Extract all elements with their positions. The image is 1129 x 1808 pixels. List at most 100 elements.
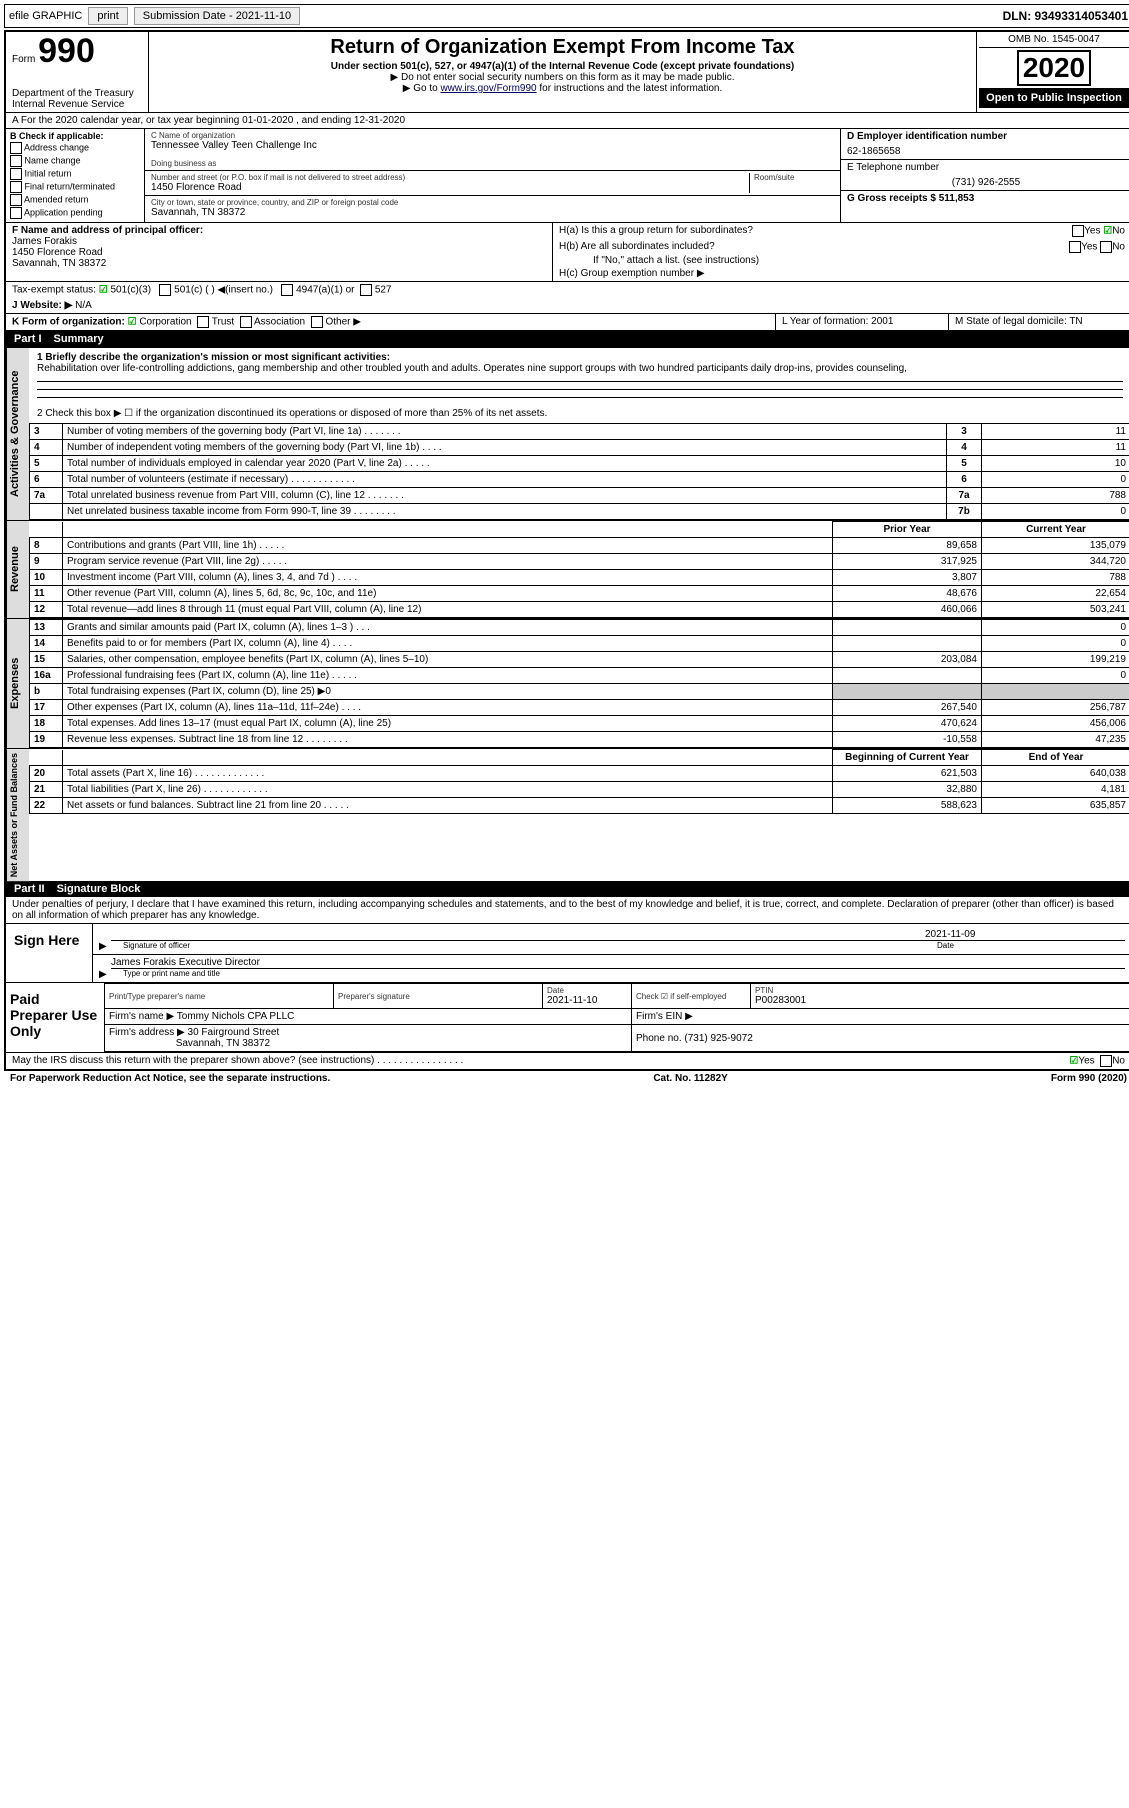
firm-phone: Phone no. (731) 925-9072 bbox=[636, 1033, 753, 1044]
line1-text: Rehabilitation over life-controlling add… bbox=[37, 363, 907, 374]
row-j-website: J Website: ▶ N/A bbox=[6, 298, 1129, 314]
omb-number: OMB No. 1545-0047 bbox=[979, 34, 1129, 48]
chk-501c-blank[interactable] bbox=[159, 284, 171, 296]
chk-application-pending[interactable]: Application pending bbox=[10, 207, 140, 219]
chk-address-change[interactable]: Address change bbox=[10, 142, 140, 154]
line1-label: 1 Briefly describe the organization's mi… bbox=[37, 352, 390, 363]
sig-name-label: Type or print name and title bbox=[111, 968, 1125, 980]
org-name-cell: C Name of organization Tennessee Valley … bbox=[145, 129, 840, 171]
addr-value: 1450 Florence Road bbox=[151, 182, 749, 193]
dept-label: Department of the Treasury Internal Reve… bbox=[12, 88, 142, 110]
declaration-text: Under penalties of perjury, I declare th… bbox=[6, 897, 1129, 923]
sig-name-value: James Forakis Executive Director bbox=[111, 957, 1125, 968]
table-row: 18Total expenses. Add lines 13–17 (must … bbox=[30, 716, 1129, 732]
table-header-row: Prior YearCurrent Year bbox=[30, 522, 1129, 538]
row-klm: K Form of organization: ☑ Corporation Tr… bbox=[6, 314, 1129, 331]
sign-here-block: Sign Here ▶ Signature of officer 2021-11… bbox=[6, 923, 1129, 982]
city-cell: City or town, state or province, country… bbox=[145, 196, 840, 220]
table-row: 11Other revenue (Part VIII, column (A), … bbox=[30, 586, 1129, 602]
ha-yes-no: Yes ☑No bbox=[1072, 225, 1125, 237]
section-governance: Activities & Governance 1 Briefly descri… bbox=[6, 347, 1129, 520]
chk-other[interactable] bbox=[311, 316, 323, 328]
firm-ein-label: Firm's EIN ▶ bbox=[636, 1011, 693, 1022]
chk-final-return[interactable]: Final return/terminated bbox=[10, 181, 140, 193]
prep-date-label: Date bbox=[547, 986, 627, 995]
section-revenue: Revenue Prior YearCurrent Year8Contribut… bbox=[6, 520, 1129, 618]
table-row: 4Number of independent voting members of… bbox=[30, 440, 1129, 456]
net-assets-table: Beginning of Current YearEnd of Year20To… bbox=[29, 749, 1129, 814]
form-number: 990 bbox=[38, 32, 95, 70]
box-c: C Name of organization Tennessee Valley … bbox=[145, 129, 841, 222]
chk-amended-return[interactable]: Amended return bbox=[10, 194, 140, 206]
part-i-label: Part I bbox=[14, 333, 42, 345]
box-f-label: F Name and address of principal officer: bbox=[12, 225, 546, 236]
gross-receipts: G Gross receipts $ 511,853 bbox=[847, 193, 1125, 204]
addr-label: Number and street (or P.O. box if mail i… bbox=[151, 173, 749, 182]
hb-label: H(b) Are all subordinates included? bbox=[559, 241, 1069, 253]
header-right: OMB No. 1545-0047 2020 Open to Public In… bbox=[977, 32, 1129, 112]
sig-date-label: Date bbox=[925, 940, 1125, 952]
prep-date: 2021-11-10 bbox=[547, 995, 627, 1006]
page-footer: For Paperwork Reduction Act Notice, see … bbox=[4, 1071, 1129, 1086]
discuss-no-check[interactable] bbox=[1100, 1055, 1112, 1067]
irs-link[interactable]: www.irs.gov/Form990 bbox=[440, 83, 536, 94]
firm-name-label: Firm's name ▶ bbox=[109, 1011, 174, 1022]
block-fh: F Name and address of principal officer:… bbox=[6, 223, 1129, 282]
l-year-formation: L Year of formation: 2001 bbox=[776, 314, 949, 330]
table-row: 5Total number of individuals employed in… bbox=[30, 456, 1129, 472]
dln-label: DLN: 93493314053401 bbox=[1003, 9, 1128, 23]
block-bcdeg: B Check if applicable: Address change Na… bbox=[6, 129, 1129, 223]
dba-label: Doing business as bbox=[151, 159, 834, 168]
city-value: Savannah, TN 38372 bbox=[151, 207, 834, 218]
submission-date-button[interactable]: Submission Date - 2021-11-10 bbox=[134, 7, 300, 25]
table-row: 9Program service revenue (Part VIII, lin… bbox=[30, 554, 1129, 570]
line-1: 1 Briefly describe the organization's mi… bbox=[29, 348, 1129, 408]
paid-preparer-block: Paid Preparer Use Only Print/Type prepar… bbox=[6, 982, 1129, 1052]
chk-4947a1[interactable] bbox=[281, 284, 293, 296]
website-value: N/A bbox=[75, 300, 92, 311]
tab-expenses: Expenses bbox=[6, 619, 29, 748]
chk-501c3-icon: ☑ bbox=[99, 285, 108, 296]
chk-trust[interactable] bbox=[197, 316, 209, 328]
box-g: G Gross receipts $ 511,853 bbox=[841, 191, 1129, 206]
addr-cell: Number and street (or P.O. box if mail i… bbox=[145, 171, 840, 196]
efile-label: efile GRAPHIC bbox=[9, 10, 82, 22]
prep-name-label: Print/Type preparer's name bbox=[109, 992, 329, 1001]
part-ii-label: Part II bbox=[14, 883, 45, 895]
m-state-domicile: M State of legal domicile: TN bbox=[949, 314, 1129, 330]
discuss-no: No bbox=[1112, 1056, 1125, 1067]
table-row: 15Salaries, other compensation, employee… bbox=[30, 652, 1129, 668]
table-row: 19Revenue less expenses. Subtract line 1… bbox=[30, 732, 1129, 748]
footer-mid: Cat. No. 11282Y bbox=[653, 1073, 727, 1084]
ptin-label: PTIN bbox=[755, 986, 1126, 995]
subtitle-1: Under section 501(c), 527, or 4947(a)(1)… bbox=[155, 61, 970, 72]
sub3-post: for instructions and the latest informat… bbox=[537, 83, 723, 94]
chk-assoc[interactable] bbox=[240, 316, 252, 328]
header-left: Form 990 Department of the Treasury Inte… bbox=[6, 32, 149, 112]
print-button[interactable]: print bbox=[88, 7, 127, 25]
table-row: 13Grants and similar amounts paid (Part … bbox=[30, 620, 1129, 636]
chk-name-change[interactable]: Name change bbox=[10, 155, 140, 167]
table-row: 17Other expenses (Part IX, column (A), l… bbox=[30, 700, 1129, 716]
part-ii-header: Part II Signature Block bbox=[6, 881, 1129, 897]
chk-527[interactable] bbox=[360, 284, 372, 296]
table-row: 16aProfessional fundraising fees (Part I… bbox=[30, 668, 1129, 684]
table-row: 10Investment income (Part VIII, column (… bbox=[30, 570, 1129, 586]
ptin-value: P00283001 bbox=[755, 995, 1126, 1006]
box-b-title: B Check if applicable: bbox=[10, 131, 140, 141]
paid-preparer-label: Paid Preparer Use Only bbox=[6, 983, 104, 1052]
prep-check-label: Check ☑ if self-employed bbox=[636, 992, 746, 1001]
expenses-table: 13Grants and similar amounts paid (Part … bbox=[29, 619, 1129, 748]
sub3-pre: ▶ Go to bbox=[403, 83, 441, 94]
revenue-table: Prior YearCurrent Year8Contributions and… bbox=[29, 521, 1129, 618]
sig-officer-label: Signature of officer bbox=[111, 940, 925, 952]
discuss-yes: Yes bbox=[1078, 1056, 1094, 1067]
tax-status-label: Tax-exempt status: bbox=[12, 285, 96, 296]
subtitle-2: ▶ Do not enter social security numbers o… bbox=[155, 72, 970, 83]
chk-initial-return[interactable]: Initial return bbox=[10, 168, 140, 180]
table-header-row: Beginning of Current YearEnd of Year bbox=[30, 750, 1129, 766]
hb-yes-no: Yes No bbox=[1069, 241, 1125, 253]
org-name-label: C Name of organization bbox=[151, 131, 834, 140]
top-bar: efile GRAPHIC print Submission Date - 20… bbox=[4, 4, 1129, 28]
firm-addr1: 30 Fairground Street bbox=[188, 1027, 280, 1038]
